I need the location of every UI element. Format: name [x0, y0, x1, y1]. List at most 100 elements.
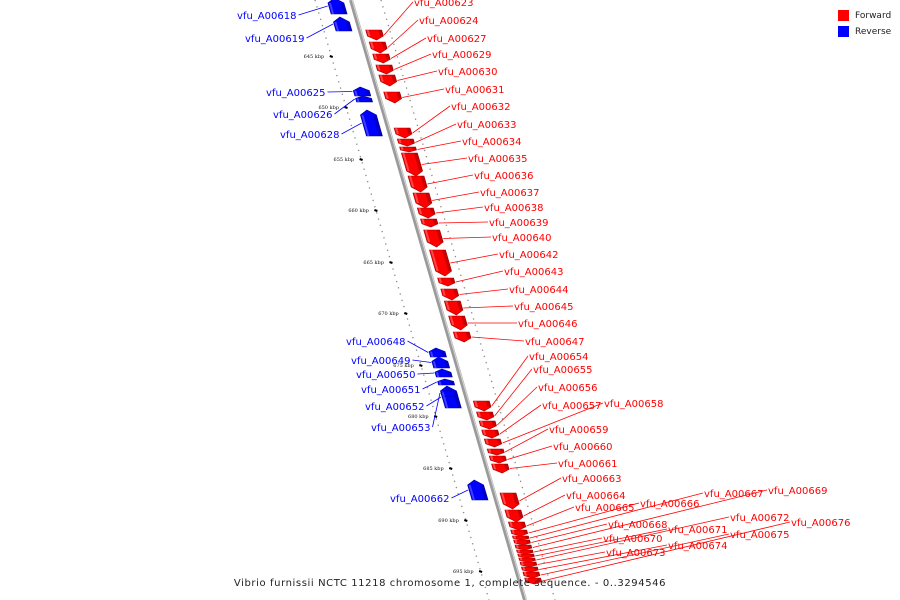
gene-feature[interactable] — [440, 288, 460, 301]
gene-feature[interactable] — [355, 95, 374, 103]
gene-feature[interactable] — [448, 315, 468, 331]
gene-feature[interactable] — [434, 368, 453, 378]
gene-feature[interactable] — [486, 448, 505, 456]
gene-label[interactable]: vfu_A00663 — [562, 474, 621, 485]
gene-feature[interactable] — [488, 455, 507, 464]
gene-feature[interactable] — [378, 74, 398, 87]
gene-label[interactable]: vfu_A00637 — [480, 188, 539, 199]
gene-label[interactable]: vfu_A00627 — [427, 34, 486, 45]
gene-feature[interactable] — [483, 438, 503, 448]
gene-feature[interactable] — [467, 479, 489, 501]
gene-label[interactable]: vfu_A00655 — [533, 365, 592, 376]
gene-label[interactable]: vfu_A00672 — [730, 513, 789, 524]
gene-label[interactable]: vfu_A00634 — [462, 137, 521, 148]
gene-label[interactable]: vfu_A00670 — [603, 534, 662, 545]
gene-label[interactable]: vfu_A00645 — [514, 302, 573, 313]
gene-feature[interactable] — [393, 127, 413, 139]
gene-label[interactable]: vfu_A00624 — [419, 16, 478, 27]
gene-feature[interactable] — [512, 535, 530, 541]
gene-label[interactable]: vfu_A00640 — [492, 233, 551, 244]
gene-label[interactable]: vfu_A00652 — [365, 402, 424, 413]
gene-label[interactable]: vfu_A00636 — [474, 171, 533, 182]
gene-feature[interactable] — [510, 529, 529, 537]
gene-feature[interactable] — [478, 420, 497, 430]
gene-label[interactable]: vfu_A00662 — [390, 494, 449, 505]
gene-label[interactable]: vfu_A00630 — [438, 67, 497, 78]
gene-feature[interactable] — [452, 331, 472, 343]
gene-label[interactable]: vfu_A00628 — [280, 130, 339, 141]
gene-label[interactable]: vfu_A00647 — [525, 337, 584, 348]
gene-feature[interactable] — [423, 229, 444, 248]
gene-label[interactable]: vfu_A00625 — [266, 88, 325, 99]
gene-feature[interactable] — [491, 463, 510, 474]
gene-feature[interactable] — [443, 300, 464, 316]
gene-feature[interactable] — [365, 29, 384, 41]
gene-label[interactable]: vfu_A00638 — [484, 203, 543, 214]
gene-label[interactable]: vfu_A00665 — [575, 503, 634, 514]
gene-label[interactable]: vfu_A00654 — [529, 352, 588, 363]
gene-feature[interactable] — [437, 277, 456, 287]
gene-label[interactable]: vfu_A00658 — [604, 399, 663, 410]
gene-feature[interactable] — [504, 509, 524, 523]
gene-feature[interactable] — [519, 561, 538, 568]
gene-label[interactable]: vfu_A00639 — [489, 218, 548, 229]
gene-feature[interactable] — [360, 109, 383, 137]
gene-feature[interactable] — [401, 152, 423, 177]
gene-feature[interactable] — [472, 400, 492, 412]
gene-feature[interactable] — [352, 86, 372, 97]
gene-feature[interactable] — [517, 553, 535, 559]
gene-feature[interactable] — [375, 64, 394, 75]
gene-feature[interactable] — [476, 411, 495, 421]
gene-label[interactable]: vfu_A00659 — [549, 425, 608, 436]
gene-feature[interactable] — [514, 544, 533, 551]
gene-feature[interactable] — [407, 175, 428, 193]
gene-feature[interactable] — [333, 16, 353, 32]
gene-feature[interactable] — [431, 356, 451, 369]
gene-feature[interactable] — [513, 539, 531, 546]
gene-feature[interactable] — [499, 492, 520, 510]
gene-label[interactable]: vfu_A00676 — [791, 518, 850, 529]
gene-label[interactable]: vfu_A00648 — [346, 337, 405, 348]
gene-feature[interactable] — [518, 557, 536, 563]
gene-label[interactable]: vfu_A00653 — [371, 423, 430, 434]
gene-feature[interactable] — [429, 249, 452, 277]
gene-feature[interactable] — [440, 389, 459, 397]
gene-label[interactable]: vfu_A00667 — [704, 489, 763, 500]
gene-feature[interactable] — [396, 138, 415, 147]
gene-label[interactable]: vfu_A00626 — [273, 110, 332, 121]
gene-label[interactable]: vfu_A00666 — [640, 499, 699, 510]
gene-feature[interactable] — [416, 207, 436, 219]
gene-label[interactable]: vfu_A00623 — [414, 0, 473, 9]
gene-label[interactable]: vfu_A00631 — [445, 85, 504, 96]
gene-label[interactable]: vfu_A00619 — [245, 34, 304, 45]
gene-label[interactable]: vfu_A00618 — [237, 11, 296, 22]
gene-feature[interactable] — [522, 571, 541, 579]
gene-label[interactable]: vfu_A00651 — [361, 385, 420, 396]
gene-label[interactable]: vfu_A00656 — [538, 383, 597, 394]
gene-feature[interactable] — [368, 41, 388, 54]
gene-feature[interactable] — [420, 218, 439, 228]
gene-label[interactable]: vfu_A00657 — [542, 401, 601, 412]
gene-feature[interactable] — [437, 378, 455, 386]
gene-feature[interactable] — [481, 429, 500, 439]
gene-label[interactable]: vfu_A00664 — [566, 491, 625, 502]
gene-feature[interactable] — [383, 91, 402, 104]
gene-feature[interactable] — [327, 0, 348, 15]
gene-label[interactable]: vfu_A00674 — [668, 541, 727, 552]
gene-feature[interactable] — [524, 577, 543, 585]
gene-feature[interactable] — [412, 192, 433, 209]
gene-label[interactable]: vfu_A00629 — [432, 50, 491, 61]
gene-label[interactable]: vfu_A00642 — [499, 250, 558, 261]
gene-label[interactable]: vfu_A00633 — [457, 120, 516, 131]
gene-label[interactable]: vfu_A00669 — [768, 486, 827, 497]
gene-label[interactable]: vfu_A00646 — [518, 319, 577, 330]
gene-label[interactable]: vfu_A00635 — [468, 154, 527, 165]
gene-feature[interactable] — [399, 146, 417, 153]
gene-label[interactable]: vfu_A00632 — [451, 102, 510, 113]
gene-label[interactable]: vfu_A00643 — [504, 267, 563, 278]
gene-label[interactable]: vfu_A00650 — [356, 370, 415, 381]
gene-label[interactable]: vfu_A00675 — [730, 530, 789, 541]
gene-feature[interactable] — [372, 53, 391, 64]
gene-feature[interactable] — [516, 549, 534, 555]
gene-label[interactable]: vfu_A00668 — [608, 520, 667, 531]
